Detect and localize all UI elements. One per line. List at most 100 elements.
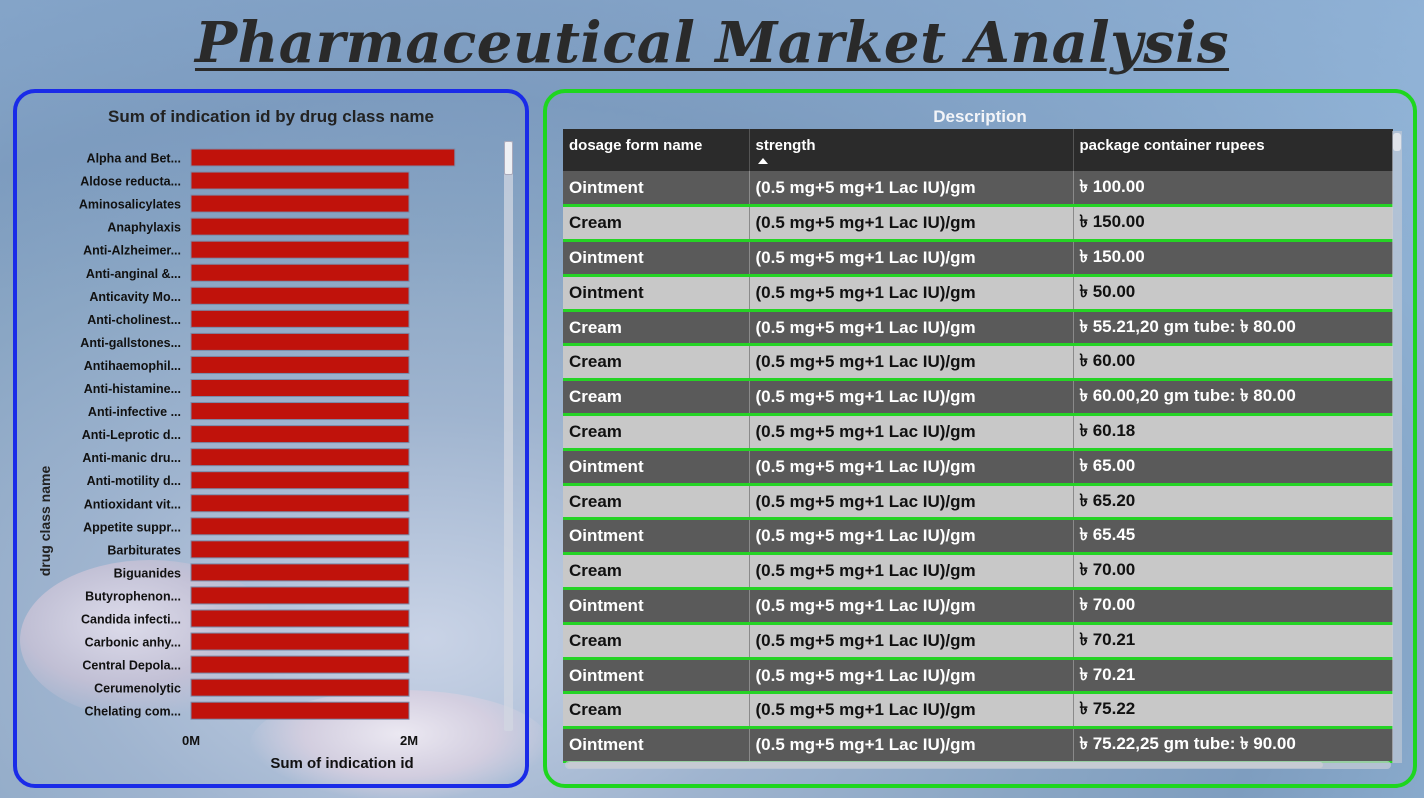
table-row[interactable]: Ointment (0.5 mg+5 mg+1 Lac IU)/gm ৳ 75.22… <box>563 727 1393 763</box>
y-tick-label: Anti-anginal &... <box>86 267 181 281</box>
table-row[interactable]: Cream (0.5 mg+5 mg+1 Lac IU)/gm ৳ 70.21 <box>563 623 1393 660</box>
table-horizontal-scrollbar[interactable] <box>565 761 1391 769</box>
y-tick-label: Chelating com... <box>84 705 181 719</box>
chart-title: Sum of indication id by drug class name <box>108 107 434 126</box>
y-tick-label: Candida infecti... <box>81 613 181 627</box>
table-row[interactable]: Ointment (0.5 mg+5 mg+1 Lac IU)/gm ৳ 70.00 <box>563 588 1393 625</box>
cell-package-container-rupees: ৳ 60.00,20 gm tube: ৳ 80.00 <box>1073 379 1393 417</box>
cell-package-container-rupees: ৳ 50.00 <box>1073 275 1393 312</box>
cell-strength: (0.5 mg+5 mg+1 Lac IU)/gm <box>749 623 1074 660</box>
column-header-strength[interactable]: strength <box>749 129 1074 171</box>
y-tick-label: Anti-Leprotic d... <box>82 428 181 442</box>
bar[interactable] <box>190 540 410 559</box>
column-header-label: dosage form name <box>569 137 703 154</box>
cell-strength: (0.5 mg+5 mg+1 Lac IU)/gm <box>749 518 1074 556</box>
cell-strength: (0.5 mg+5 mg+1 Lac IU)/gm <box>749 553 1074 591</box>
cell-dosage-form: Cream <box>563 484 750 521</box>
cell-dosage-form: Ointment <box>563 727 750 763</box>
bar[interactable] <box>190 263 410 282</box>
table-row[interactable]: Ointment (0.5 mg+5 mg+1 Lac IU)/gm ৳ 65.00 <box>563 449 1393 486</box>
table-vertical-scrollbar[interactable] <box>1392 131 1402 763</box>
cell-package-container-rupees: ৳ 65.45 <box>1073 518 1393 556</box>
bar[interactable] <box>190 286 410 305</box>
column-header-package-container-rupees[interactable]: package container rupees <box>1073 129 1393 171</box>
cell-dosage-form: Cream <box>563 205 750 243</box>
bar[interactable] <box>190 586 410 605</box>
bar[interactable] <box>190 194 410 213</box>
table-row[interactable]: Ointment (0.5 mg+5 mg+1 Lac IU)/gm ৳ 65.45 <box>563 518 1393 556</box>
table-horizontal-scrollbar-thumb[interactable] <box>567 762 1323 768</box>
x-axis-title: Sum of indication id <box>270 755 414 772</box>
table-row[interactable]: Ointment (0.5 mg+5 mg+1 Lac IU)/gm ৳ 50.00 <box>563 275 1393 312</box>
bar[interactable] <box>190 355 410 374</box>
y-tick-label: Barbiturates <box>107 543 181 557</box>
table-row[interactable]: Cream (0.5 mg+5 mg+1 Lac IU)/gm ৳ 60.18 <box>563 414 1393 451</box>
column-header-label: strength <box>755 137 816 154</box>
cell-package-container-rupees: ৳ 70.21 <box>1073 623 1393 660</box>
table-title: Description <box>933 107 1027 126</box>
cell-dosage-form: Cream <box>563 623 750 660</box>
table-row[interactable]: Ointment (0.5 mg+5 mg+1 Lac IU)/gm ৳ 150.0… <box>563 240 1393 277</box>
bar[interactable] <box>190 517 410 536</box>
bar[interactable] <box>190 332 410 351</box>
table-row[interactable]: Cream (0.5 mg+5 mg+1 Lac IU)/gm ৳ 55.21,20… <box>563 310 1393 347</box>
y-tick-label: Antioxidant vit... <box>84 497 181 511</box>
bar[interactable] <box>190 402 410 421</box>
cell-strength: (0.5 mg+5 mg+1 Lac IU)/gm <box>749 414 1074 451</box>
cell-strength: (0.5 mg+5 mg+1 Lac IU)/gm <box>749 727 1074 763</box>
cell-package-container-rupees: ৳ 150.00 <box>1073 205 1393 243</box>
bar[interactable] <box>190 563 410 582</box>
y-tick-label: Appetite suppr... <box>83 520 181 534</box>
bar[interactable] <box>190 701 410 720</box>
cell-dosage-form: Cream <box>563 344 750 382</box>
bar[interactable] <box>190 217 410 236</box>
bar[interactable] <box>190 240 410 259</box>
cell-dosage-form: Ointment <box>563 588 750 625</box>
bar-chart[interactable]: Alpha and Bet... Aldose reducta... Aminosa… <box>17 93 525 784</box>
cell-strength: (0.5 mg+5 mg+1 Lac IU)/gm <box>749 205 1074 243</box>
chart-scrollbar[interactable] <box>504 141 513 731</box>
cell-dosage-form: Cream <box>563 379 750 417</box>
bar[interactable] <box>190 632 410 651</box>
cell-package-container-rupees: ৳ 60.18 <box>1073 414 1393 451</box>
bar[interactable] <box>190 448 410 467</box>
table-vertical-scrollbar-thumb[interactable] <box>1393 133 1401 151</box>
y-tick-label: Anti-gallstones... <box>80 336 181 350</box>
table-viewport[interactable]: dosage form name strength package contai… <box>563 129 1393 763</box>
cell-dosage-form: Ointment <box>563 658 750 695</box>
bar[interactable] <box>190 678 410 697</box>
y-tick-label: Anti-cholinest... <box>87 313 181 327</box>
y-tick-label: Anticavity Mo... <box>89 290 181 304</box>
cell-package-container-rupees: ৳ 60.00 <box>1073 344 1393 382</box>
column-header-dosage-form[interactable]: dosage form name <box>563 129 750 171</box>
table-row[interactable]: Ointment (0.5 mg+5 mg+1 Lac IU)/gm ৳ 100.0… <box>563 171 1393 208</box>
cell-package-container-rupees: ৳ 70.00 <box>1073 553 1393 591</box>
table-row[interactable]: Cream (0.5 mg+5 mg+1 Lac IU)/gm ৳ 70.00 <box>563 553 1393 591</box>
cell-package-container-rupees: ৳ 70.00 <box>1073 588 1393 625</box>
table-row[interactable]: Cream (0.5 mg+5 mg+1 Lac IU)/gm ৳ 75.22 <box>563 692 1393 730</box>
y-tick-label: Cerumenolytic <box>94 682 181 696</box>
bar[interactable] <box>190 148 456 167</box>
bar-chart-panel: Sum of indication id by drug class name … <box>13 89 529 788</box>
table-row[interactable]: Cream (0.5 mg+5 mg+1 Lac IU)/gm ৳ 60.00 <box>563 344 1393 382</box>
bar[interactable] <box>190 609 410 628</box>
table-row[interactable]: Cream (0.5 mg+5 mg+1 Lac IU)/gm ৳ 60.00,20… <box>563 379 1393 417</box>
table-row[interactable]: Cream (0.5 mg+5 mg+1 Lac IU)/gm ৳ 65.20 <box>563 484 1393 521</box>
cell-strength: (0.5 mg+5 mg+1 Lac IU)/gm <box>749 449 1074 486</box>
table-row[interactable]: Cream (0.5 mg+5 mg+1 Lac IU)/gm ৳ 150.00 <box>563 205 1393 243</box>
bar[interactable] <box>190 655 410 674</box>
table-row[interactable]: Ointment (0.5 mg+5 mg+1 Lac IU)/gm ৳ 70.21 <box>563 658 1393 695</box>
bar[interactable] <box>190 309 410 328</box>
y-tick-label: Anaphylaxis <box>107 221 181 235</box>
cell-dosage-form: Cream <box>563 553 750 591</box>
bar[interactable] <box>190 425 410 444</box>
cell-dosage-form: Ointment <box>563 171 750 208</box>
bar[interactable] <box>190 471 410 490</box>
bar[interactable] <box>190 494 410 513</box>
cell-dosage-form: Ointment <box>563 518 750 556</box>
bar[interactable] <box>190 379 410 397</box>
chart-scrollbar-thumb[interactable] <box>504 141 513 175</box>
bar[interactable] <box>190 171 410 190</box>
cell-package-container-rupees: ৳ 100.00 <box>1073 171 1393 208</box>
cell-strength: (0.5 mg+5 mg+1 Lac IU)/gm <box>749 484 1074 521</box>
